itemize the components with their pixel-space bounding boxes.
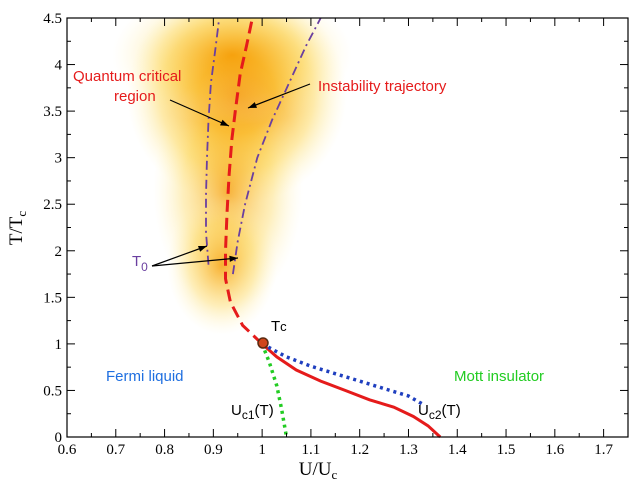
mott-insulator-label: Mott insulator bbox=[454, 368, 544, 385]
y-tick-label: 1 bbox=[55, 337, 63, 353]
x-tick-label: 1.1 bbox=[302, 442, 321, 458]
x-tick-label: 1.2 bbox=[350, 442, 369, 458]
y-tick-label: 2 bbox=[55, 244, 63, 260]
t0-label: T0 bbox=[132, 253, 148, 274]
y-tick-label: 3 bbox=[55, 151, 63, 167]
x-tick-label: 0.8 bbox=[155, 442, 174, 458]
series-line-4 bbox=[205, 17, 221, 265]
series-line-2 bbox=[261, 342, 424, 406]
fermi-liquid-label: Fermi liquid bbox=[106, 368, 184, 385]
x-axis-title: U/Uc bbox=[299, 459, 338, 481]
critical-point-label: Tc bbox=[271, 318, 287, 335]
x-tick-label: 1.6 bbox=[545, 442, 564, 458]
annotation-arrows bbox=[151, 83, 311, 267]
quantum-critical-label: Quantum critical bbox=[73, 68, 181, 85]
arrow-instability bbox=[247, 83, 311, 109]
critical-point-marker bbox=[257, 337, 269, 349]
x-tick-label: 0.9 bbox=[204, 442, 223, 458]
y-axis-title: T/Tc bbox=[6, 211, 29, 246]
y-tick-label: 0.5 bbox=[43, 383, 62, 399]
y-tick-label: 4 bbox=[55, 58, 63, 74]
y-tick-label: 0 bbox=[55, 430, 63, 446]
instability-trajectory-label: Instability trajectory bbox=[318, 78, 447, 95]
arrow-quantum-critical bbox=[169, 99, 230, 127]
series-layer bbox=[205, 17, 442, 439]
x-tick-label: 1.7 bbox=[594, 442, 613, 458]
series-line-3 bbox=[260, 343, 289, 438]
y-tick-label: 1.5 bbox=[43, 290, 62, 306]
arrow-t0-left bbox=[151, 245, 208, 267]
x-tick-label: 1.5 bbox=[497, 442, 516, 458]
y-tick-label: 3.5 bbox=[43, 104, 62, 120]
series-line-5 bbox=[232, 17, 322, 275]
arrow-t0-right bbox=[151, 255, 239, 267]
x-tick-label: 1.3 bbox=[399, 442, 418, 458]
series-line-0 bbox=[261, 342, 442, 439]
x-tick-label: 1 bbox=[258, 442, 266, 458]
uc1-label: Uc1(T) bbox=[231, 402, 274, 422]
x-tick-label: 1.4 bbox=[448, 442, 467, 458]
quantum-critical-label-line2: region bbox=[114, 88, 156, 105]
uc2-label: Uc2(T) bbox=[418, 402, 461, 422]
x-tick-label: 0.7 bbox=[106, 442, 125, 458]
y-tick-label: 4.5 bbox=[43, 11, 62, 27]
y-tick-label: 2.5 bbox=[43, 197, 62, 213]
x-tick-label: 0.6 bbox=[58, 442, 77, 458]
quantum-critical-heatmap bbox=[112, 18, 352, 335]
axis-ticks: 0.6 0.7 0.8 0.9 1 1.1 1.2 1.3 1.4 1.5 1.6 1.7 0 0.5 1 1… bbox=[43, 11, 628, 458]
